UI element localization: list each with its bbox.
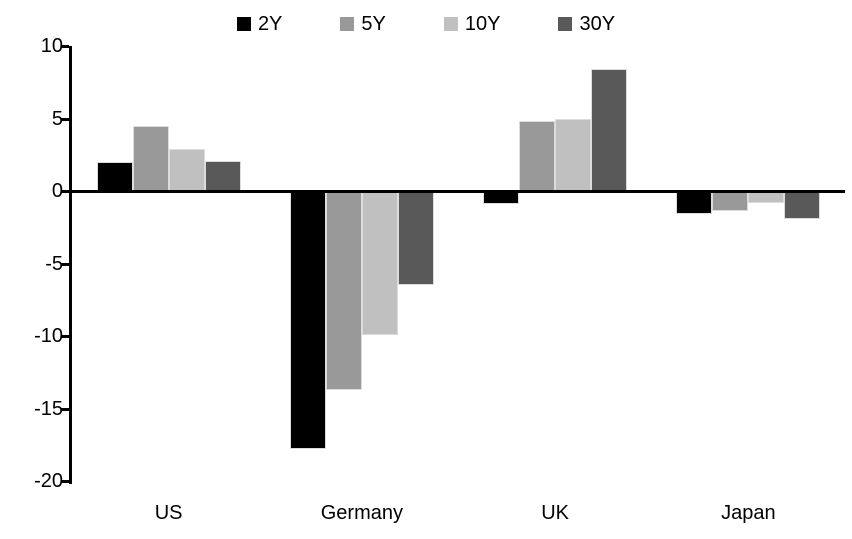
- bar-Germany-10Y: [361, 191, 398, 335]
- y-tick-label: 0: [51, 180, 63, 202]
- bar-UK-2Y: [483, 191, 520, 205]
- y-tick-mark: [61, 262, 69, 266]
- y-tick-mark: [61, 45, 69, 48]
- bar-US-10Y: [168, 148, 205, 191]
- bar-Japan-10Y: [748, 191, 785, 203]
- legend-item-2Y: 2Y: [236, 13, 283, 35]
- legend-item-30Y: 30Y: [558, 14, 615, 34]
- bar-Germany-30Y: [397, 191, 434, 286]
- y-tick-label: -15: [34, 397, 63, 420]
- x-category-label: UK: [541, 502, 570, 524]
- y-tick-mark: [61, 407, 69, 411]
- chart-legend: 2Y 5Y 10Y 30Y: [0, 14, 852, 34]
- legend-item-10Y: 10Y: [443, 13, 501, 35]
- legend-label: 30Y: [579, 13, 616, 35]
- legend-swatch-icon: [443, 17, 458, 31]
- plot-area: 10 5 0 -5 -10 -15 -20: [34, 36, 845, 491]
- y-tick-label: -5: [45, 252, 63, 275]
- legend-swatch-icon: [236, 17, 251, 31]
- legend-label: 2Y: [257, 13, 283, 35]
- legend-item-5Y: 5Y: [340, 13, 386, 35]
- y-tick-label: 5: [51, 107, 63, 130]
- bar-Japan-30Y: [784, 191, 821, 219]
- bar-US-30Y: [204, 160, 241, 191]
- legend-label: 5Y: [361, 13, 386, 35]
- y-tick-label: 10: [40, 35, 63, 57]
- y-tick-mark: [61, 335, 69, 338]
- bar-Japan-2Y: [676, 191, 713, 215]
- bar-UK-5Y: [519, 121, 556, 191]
- y-tick-label: -10: [34, 325, 63, 347]
- legend-label: 10Y: [464, 13, 501, 35]
- x-category-label: Germany: [320, 502, 403, 524]
- legend-swatch-icon: [340, 17, 355, 31]
- bar-UK-30Y: [591, 69, 628, 191]
- y-tick-mark: [61, 117, 69, 121]
- y-axis: [69, 46, 72, 484]
- bar-Germany-5Y: [325, 191, 362, 390]
- bar-UK-10Y: [555, 118, 592, 191]
- zero-axis-line: [69, 189, 845, 193]
- y-tick-label: -20: [34, 470, 63, 492]
- bar-US-5Y: [132, 125, 169, 191]
- bar-Japan-5Y: [712, 191, 749, 212]
- y-tick-mark: [61, 190, 69, 193]
- legend-swatch-icon: [558, 17, 573, 31]
- x-category-label: US: [154, 502, 183, 524]
- bar-Germany-2Y: [289, 191, 326, 450]
- y-tick-mark: [61, 480, 69, 483]
- x-category-label: Japan: [721, 502, 776, 524]
- bar-US-2Y: [96, 162, 133, 191]
